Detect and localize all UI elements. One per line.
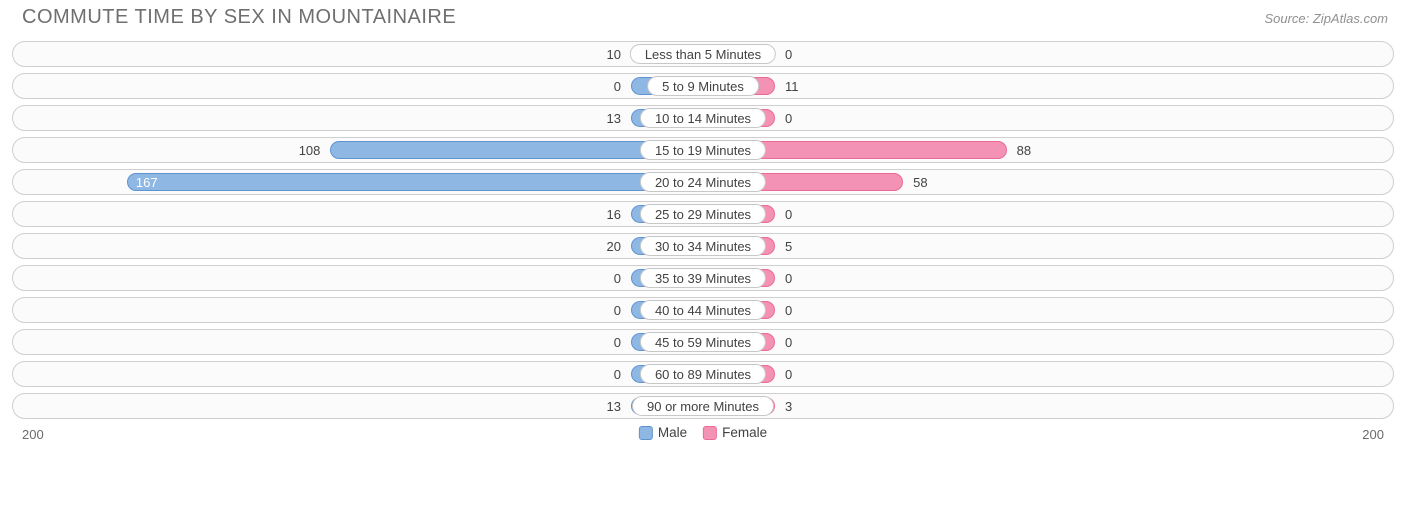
legend-label-male: Male xyxy=(658,425,687,440)
chart-row: 16 0 25 to 29 Minutes xyxy=(12,201,1394,227)
category-label: 5 to 9 Minutes xyxy=(647,76,759,96)
chart-row: 108 88 15 to 19 Minutes xyxy=(12,137,1394,163)
axis-max-left: 200 xyxy=(22,427,44,442)
value-female: 0 xyxy=(785,202,792,226)
category-label: 90 or more Minutes xyxy=(632,396,774,416)
chart-area: 10 0 Less than 5 Minutes 0 11 5 to 9 Minutes 1… xyxy=(0,33,1406,419)
value-male: 13 xyxy=(607,106,621,130)
value-male: 0 xyxy=(614,362,621,386)
category-label: Less than 5 Minutes xyxy=(630,44,776,64)
chart-row: 13 0 10 to 14 Minutes xyxy=(12,105,1394,131)
value-male: 167 xyxy=(136,174,158,190)
value-male: 0 xyxy=(614,266,621,290)
axis-max-right: 200 xyxy=(1362,427,1384,442)
value-female: 0 xyxy=(785,330,792,354)
legend-item-male: Male xyxy=(639,425,687,440)
value-female: 11 xyxy=(785,74,799,98)
value-female: 3 xyxy=(785,394,792,418)
category-label: 20 to 24 Minutes xyxy=(640,172,766,192)
legend-item-female: Female xyxy=(703,425,767,440)
value-male: 0 xyxy=(614,74,621,98)
value-female: 58 xyxy=(913,170,927,194)
chart-footer: 200 Male Female 200 xyxy=(0,425,1406,453)
value-male: 10 xyxy=(607,42,621,66)
category-label: 15 to 19 Minutes xyxy=(640,140,766,160)
chart-row: 0 11 5 to 9 Minutes xyxy=(12,73,1394,99)
value-female: 0 xyxy=(785,106,792,130)
value-female: 0 xyxy=(785,266,792,290)
category-label: 60 to 89 Minutes xyxy=(640,364,766,384)
legend-label-female: Female xyxy=(722,425,767,440)
value-female: 0 xyxy=(785,42,792,66)
value-male: 108 xyxy=(299,138,321,162)
legend-swatch-female xyxy=(703,426,717,440)
value-female: 88 xyxy=(1017,138,1031,162)
value-female: 0 xyxy=(785,298,792,322)
chart-row: 20 5 30 to 34 Minutes xyxy=(12,233,1394,259)
value-male: 13 xyxy=(607,394,621,418)
chart-row: 0 0 35 to 39 Minutes xyxy=(12,265,1394,291)
chart-row: 13 3 90 or more Minutes xyxy=(12,393,1394,419)
chart-row: 167 58 20 to 24 Minutes xyxy=(12,169,1394,195)
chart-row: 0 0 60 to 89 Minutes xyxy=(12,361,1394,387)
value-male: 0 xyxy=(614,330,621,354)
value-male: 20 xyxy=(607,234,621,258)
chart-row: 10 0 Less than 5 Minutes xyxy=(12,41,1394,67)
chart-row: 0 0 45 to 59 Minutes xyxy=(12,329,1394,355)
chart-header: COMMUTE TIME BY SEX IN MOUNTAINAIRE Sour… xyxy=(0,0,1406,33)
chart-row: 0 0 40 to 44 Minutes xyxy=(12,297,1394,323)
legend-swatch-male xyxy=(639,426,653,440)
legend: Male Female xyxy=(639,425,767,440)
value-male: 0 xyxy=(614,298,621,322)
value-female: 5 xyxy=(785,234,792,258)
value-male: 16 xyxy=(607,202,621,226)
value-female: 0 xyxy=(785,362,792,386)
category-label: 45 to 59 Minutes xyxy=(640,332,766,352)
category-label: 35 to 39 Minutes xyxy=(640,268,766,288)
category-label: 25 to 29 Minutes xyxy=(640,204,766,224)
chart-title: COMMUTE TIME BY SEX IN MOUNTAINAIRE xyxy=(22,6,456,29)
chart-source: Source: ZipAtlas.com xyxy=(1264,11,1388,26)
category-label: 30 to 34 Minutes xyxy=(640,236,766,256)
category-label: 40 to 44 Minutes xyxy=(640,300,766,320)
category-label: 10 to 14 Minutes xyxy=(640,108,766,128)
bar-male: 167 xyxy=(127,173,703,191)
